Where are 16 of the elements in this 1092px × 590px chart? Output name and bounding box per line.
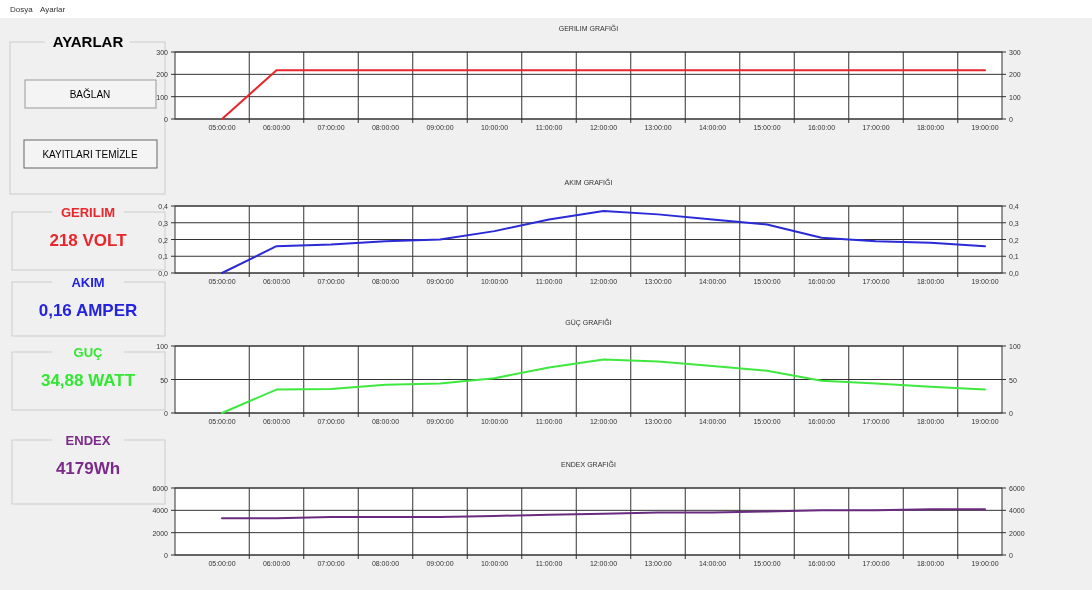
text: 0,16 AMPER	[38, 301, 138, 320]
text: AYARLAR	[52, 33, 124, 50]
text: AKIM	[71, 275, 105, 290]
line-series	[221, 508, 986, 520]
connect-button: BAĞLAN	[24, 79, 157, 109]
text: 4179Wh	[55, 459, 121, 478]
text: 34,88 WATT	[40, 371, 136, 390]
text: Ayarlar	[40, 5, 66, 14]
text: ENDEX	[65, 433, 111, 448]
text: Dosya	[10, 5, 34, 14]
text: GUÇ	[73, 345, 104, 360]
line-series	[221, 358, 986, 414]
text: 218 VOLT	[49, 231, 128, 250]
text: GERILIM	[60, 205, 116, 220]
line-series	[221, 210, 986, 274]
clear-records-button: KAYITLARI TEMİZLE	[23, 139, 158, 169]
